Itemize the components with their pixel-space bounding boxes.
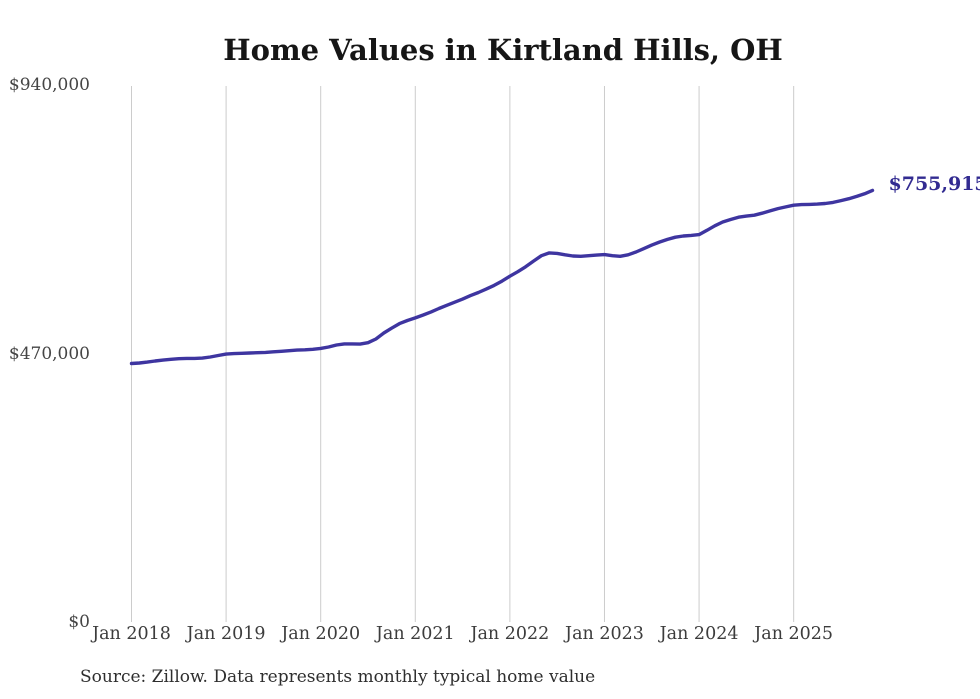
latest-value-label: $755,915 [888, 173, 980, 196]
year-gridlines [131, 86, 795, 622]
x-tick-label: Jan 2023 [565, 624, 644, 644]
x-tick-label: Jan 2021 [375, 624, 455, 644]
y-tick-label: $470,000 [8, 343, 90, 364]
x-tick-label: Jan 2018 [92, 624, 171, 644]
chart-title: Home Values in Kirtland Hills, OH [223, 33, 783, 67]
x-tick-label: Jan 2022 [470, 624, 550, 644]
source-note: Source: Zillow. Data represents monthly … [80, 667, 596, 687]
home-value-line [129, 188, 875, 366]
y-tick-label: $940,000 [8, 75, 90, 96]
x-tick-label: Jan 2019 [186, 624, 266, 644]
x-tick-label: Jan 2020 [281, 624, 361, 644]
x-tick-label: Jan 2024 [659, 624, 739, 644]
y-tick-label: $0 [68, 611, 90, 632]
x-tick-label: Jan 2025 [754, 624, 834, 644]
